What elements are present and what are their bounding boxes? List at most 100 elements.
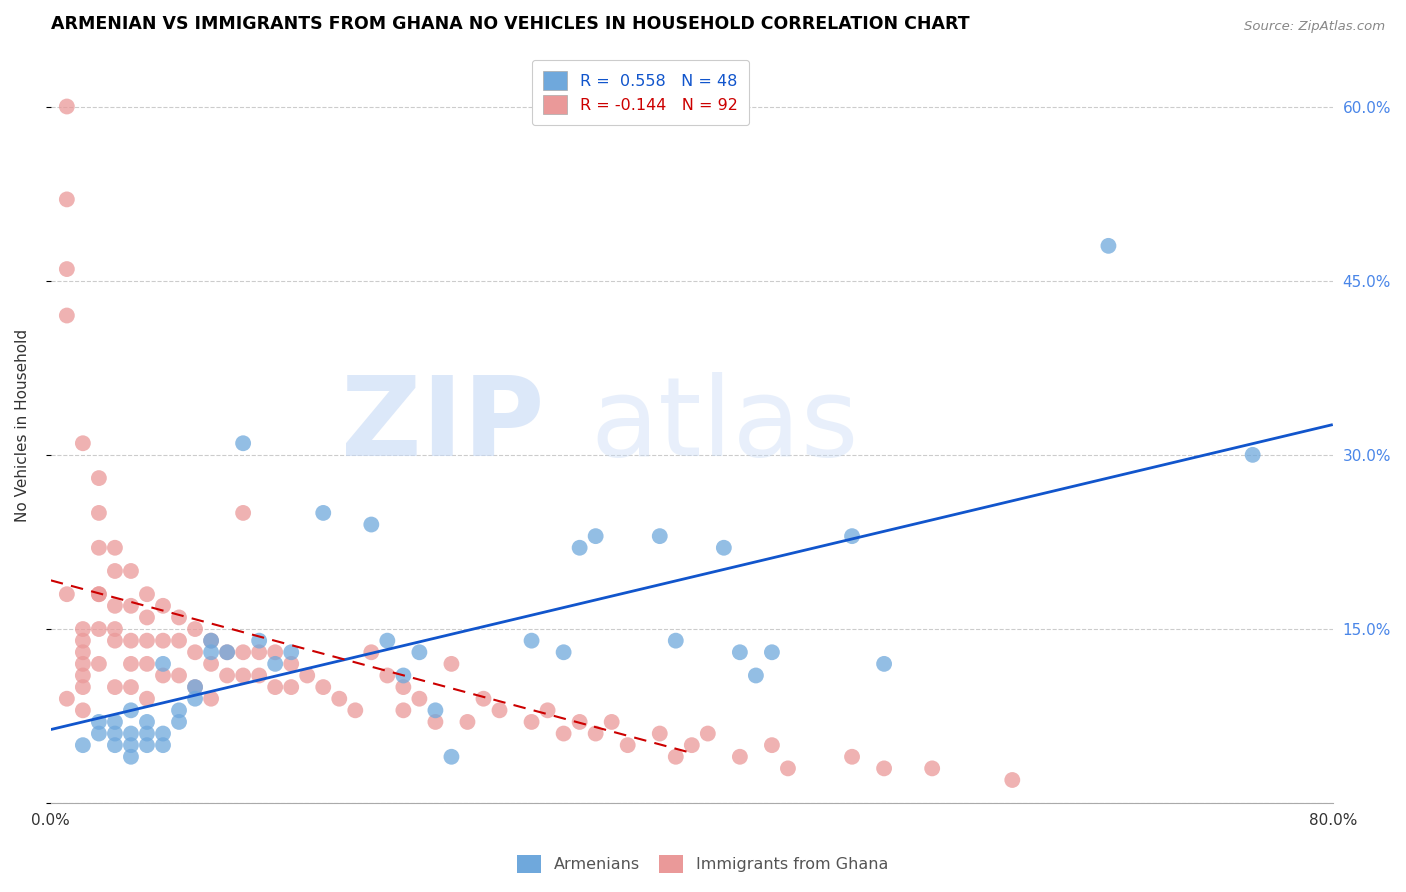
Point (120, 738, 142, 752)
Point (312, 680, 335, 694)
Point (104, 622, 127, 636)
Point (776, 761, 799, 775)
Point (392, 703, 415, 717)
Point (247, 668, 270, 682)
Point (184, 645, 207, 659)
Point (200, 691, 222, 706)
Point (648, 726, 671, 740)
Point (72, 645, 94, 659)
Point (184, 680, 207, 694)
Point (217, 668, 239, 682)
Point (247, 633, 270, 648)
Point (841, 529, 863, 543)
Point (167, 703, 190, 717)
Point (87, 726, 110, 740)
Point (152, 738, 174, 752)
Point (104, 633, 127, 648)
Point (56, 691, 79, 706)
Point (600, 714, 623, 729)
Point (713, 541, 735, 555)
Point (56, 309, 79, 323)
Point (72, 680, 94, 694)
Point (104, 726, 127, 740)
Point (745, 668, 768, 682)
Point (841, 749, 863, 764)
Point (280, 645, 302, 659)
Point (696, 726, 718, 740)
Point (72, 436, 94, 450)
Point (200, 633, 222, 648)
Point (152, 668, 174, 682)
Point (264, 680, 287, 694)
Point (120, 703, 142, 717)
Point (136, 714, 159, 729)
Point (280, 680, 302, 694)
Point (167, 633, 190, 648)
Point (873, 761, 896, 775)
Point (120, 633, 142, 648)
Y-axis label: No Vehicles in Household: No Vehicles in Household (15, 329, 30, 523)
Point (761, 738, 783, 752)
Point (408, 691, 430, 706)
Point (585, 529, 607, 543)
Point (72, 622, 94, 636)
Point (120, 749, 142, 764)
Legend: Armenians, Immigrants from Ghana: Armenians, Immigrants from Ghana (510, 848, 896, 880)
Point (136, 587, 159, 601)
Point (104, 564, 127, 578)
Point (87, 541, 110, 555)
Point (360, 645, 382, 659)
Point (136, 726, 159, 740)
Point (425, 714, 447, 729)
Point (217, 645, 239, 659)
Point (184, 691, 207, 706)
Point (520, 714, 543, 729)
Point (184, 680, 207, 694)
Point (136, 633, 159, 648)
Point (456, 714, 478, 729)
Point (167, 610, 190, 624)
Point (440, 749, 463, 764)
Point (167, 714, 190, 729)
Point (200, 633, 222, 648)
Point (585, 726, 607, 740)
Point (120, 657, 142, 671)
Point (408, 645, 430, 659)
Point (56, 193, 79, 207)
Point (56, 262, 79, 277)
Point (616, 738, 638, 752)
Point (217, 645, 239, 659)
Point (136, 657, 159, 671)
Point (152, 599, 174, 613)
Point (72, 657, 94, 671)
Point (87, 587, 110, 601)
Point (232, 645, 254, 659)
Point (87, 622, 110, 636)
Point (648, 529, 671, 543)
Point (120, 726, 142, 740)
Point (152, 726, 174, 740)
Text: atlas: atlas (591, 372, 859, 479)
Point (136, 610, 159, 624)
Point (536, 703, 558, 717)
Point (728, 645, 751, 659)
Point (72, 738, 94, 752)
Point (568, 714, 591, 729)
Point (120, 680, 142, 694)
Point (72, 668, 94, 682)
Point (56, 99, 79, 113)
Point (104, 680, 127, 694)
Point (104, 599, 127, 613)
Legend: R =  0.558   N = 48, R = -0.144   N = 92: R = 0.558 N = 48, R = -0.144 N = 92 (531, 60, 749, 125)
Text: ZIP: ZIP (342, 372, 544, 479)
Point (488, 703, 510, 717)
Point (152, 657, 174, 671)
Point (87, 587, 110, 601)
Text: ARMENIAN VS IMMIGRANTS FROM GHANA NO VEHICLES IN HOUSEHOLD CORRELATION CHART: ARMENIAN VS IMMIGRANTS FROM GHANA NO VEH… (51, 15, 970, 33)
Point (344, 703, 367, 717)
Point (232, 436, 254, 450)
Point (375, 633, 398, 648)
Point (375, 668, 398, 682)
Point (280, 657, 302, 671)
Point (264, 657, 287, 671)
